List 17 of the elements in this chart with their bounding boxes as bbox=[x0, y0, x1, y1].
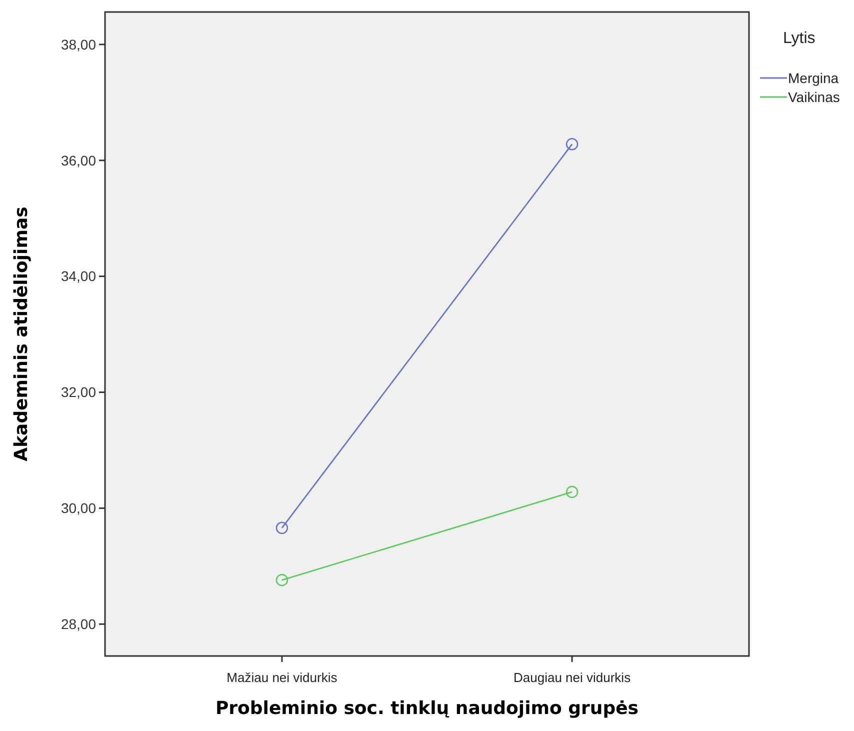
x-tick-label: Mažiau nei vidurkis bbox=[226, 670, 338, 685]
point bbox=[566, 486, 578, 498]
y-tick-label: 28,00 bbox=[60, 616, 96, 632]
y-tick-label: 38,00 bbox=[60, 36, 96, 52]
legend-label: Mergina bbox=[788, 70, 839, 86]
y-tick-label: 32,00 bbox=[60, 384, 96, 400]
x-axis-title: Probleminio soc. tinklų naudojimo grupės bbox=[215, 698, 639, 719]
y-axis-title: Akademinis atidėliojimas bbox=[11, 206, 32, 462]
legend-title: Lytis bbox=[783, 30, 816, 47]
point bbox=[276, 574, 288, 586]
point bbox=[566, 138, 578, 150]
x-tick-label: Daugiau nei vidurkis bbox=[514, 670, 632, 685]
point bbox=[276, 522, 288, 534]
y-tick-label: 36,00 bbox=[60, 152, 96, 168]
y-tick-label: 30,00 bbox=[60, 500, 96, 516]
y-tick-label: 34,00 bbox=[60, 268, 96, 284]
legend-label: Vaikinas bbox=[788, 88, 840, 105]
